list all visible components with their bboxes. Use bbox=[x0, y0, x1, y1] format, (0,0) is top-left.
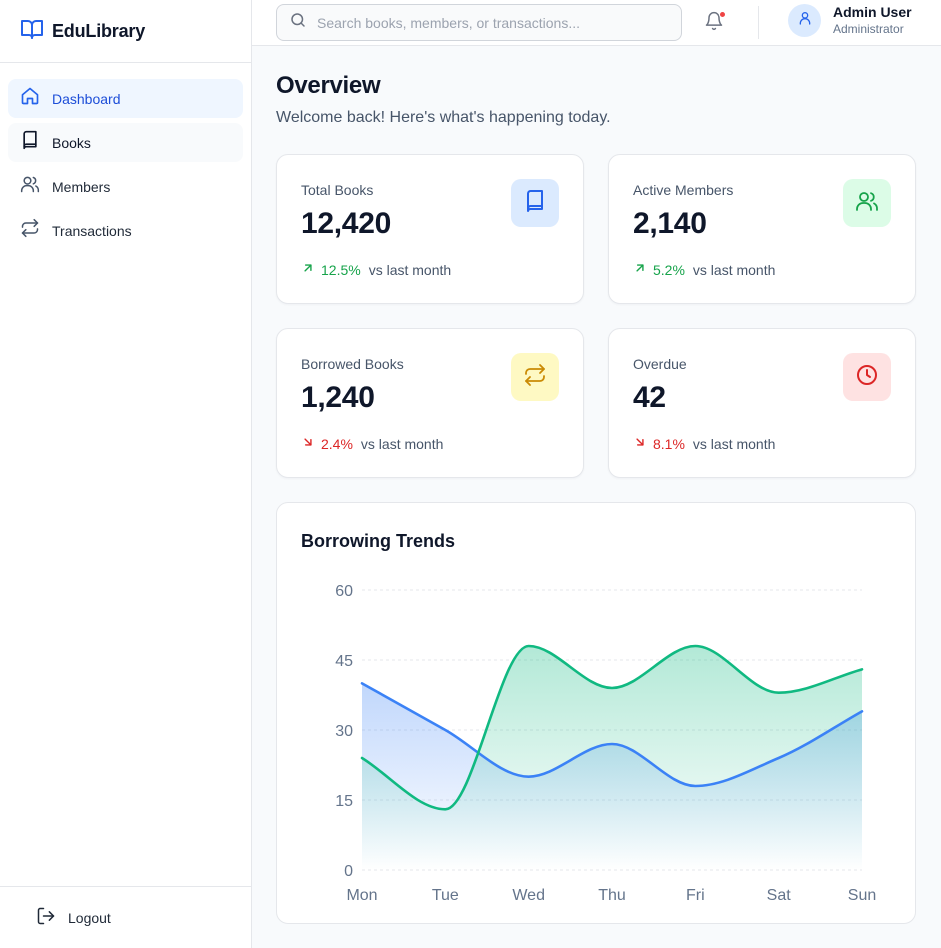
y-tick-label: 45 bbox=[335, 653, 353, 670]
logout-label: Logout bbox=[68, 909, 111, 926]
trend-comparison: vs last month bbox=[368, 261, 452, 278]
page-title: Overview bbox=[276, 72, 381, 99]
arrow-up-right-icon bbox=[633, 261, 653, 278]
sidebar-item-members[interactable]: Members bbox=[8, 167, 243, 206]
clock-icon bbox=[855, 363, 879, 392]
arrow-down-right-icon bbox=[301, 435, 321, 452]
notifications-button[interactable] bbox=[704, 11, 728, 35]
borrowing-trends-card: Borrowing Trends 0 15 30 45 60 Mon Tue Wed Thu Fr… bbox=[276, 502, 916, 924]
trend-comparison: vs last month bbox=[360, 435, 444, 452]
user-icon bbox=[797, 10, 813, 31]
trend-value: 2.4% bbox=[321, 435, 353, 452]
stat-icon-box bbox=[511, 353, 559, 401]
stat-trend: 12.5% vs last month bbox=[301, 261, 451, 278]
series-area-1 bbox=[362, 646, 862, 870]
sidebar-item-label: Transactions bbox=[52, 222, 132, 239]
stat-icon-box bbox=[511, 179, 559, 227]
brand-name: EduLibrary bbox=[52, 20, 146, 41]
stat-value: 2,140 bbox=[633, 207, 707, 240]
stat-label: Active Members bbox=[633, 182, 734, 198]
sidebar-item-label: Members bbox=[52, 178, 111, 195]
search-box[interactable] bbox=[276, 4, 682, 41]
stat-value: 42 bbox=[633, 381, 666, 414]
x-tick-label: Wed bbox=[512, 887, 545, 904]
stat-trend: 2.4% vs last month bbox=[301, 435, 443, 452]
user-role: Administrator bbox=[833, 22, 904, 36]
users-icon bbox=[855, 189, 879, 218]
series-line-1[interactable] bbox=[360, 644, 864, 811]
stat-card-overdue: Overdue 42 8.1% vs last month bbox=[608, 328, 916, 478]
trend-value: 12.5% bbox=[321, 261, 361, 278]
sidebar-item-label: Dashboard bbox=[52, 90, 121, 107]
series-line-0[interactable] bbox=[360, 682, 864, 788]
transactions-icon bbox=[523, 363, 547, 392]
stat-label: Overdue bbox=[633, 356, 687, 372]
book-icon bbox=[20, 130, 40, 155]
logout-icon bbox=[36, 906, 56, 929]
page-subtitle: Welcome back! Here's what's happening to… bbox=[276, 109, 611, 126]
search-input[interactable] bbox=[317, 14, 667, 31]
x-tick-label: Thu bbox=[598, 887, 626, 904]
sidebar-item-dashboard[interactable]: Dashboard bbox=[8, 79, 243, 118]
stat-icon-box bbox=[843, 353, 891, 401]
sidebar-footer: Logout bbox=[0, 886, 251, 948]
top-header: Admin User Administrator bbox=[252, 0, 941, 46]
sidebar-item-books[interactable]: Books bbox=[8, 123, 243, 162]
sidebar-nav: Dashboard Books Members bbox=[0, 63, 251, 271]
stat-icon-box bbox=[843, 179, 891, 227]
sidebar-item-transactions[interactable]: Transactions bbox=[8, 211, 243, 250]
stat-label: Borrowed Books bbox=[301, 356, 404, 372]
stat-trend: 8.1% vs last month bbox=[633, 435, 775, 452]
stat-trend: 5.2% vs last month bbox=[633, 261, 775, 278]
home-icon bbox=[20, 86, 40, 111]
x-tick-label: Sat bbox=[767, 887, 792, 904]
user-menu[interactable]: Admin User Administrator bbox=[788, 3, 912, 38]
y-tick-label: 15 bbox=[335, 793, 353, 810]
stat-card-borrowed-books: Borrowed Books 1,240 2.4% vs last month bbox=[276, 328, 584, 478]
y-tick-label: 0 bbox=[344, 863, 353, 880]
y-tick-label: 30 bbox=[335, 723, 353, 740]
book-icon bbox=[523, 189, 547, 218]
bell-icon bbox=[704, 11, 724, 35]
chart-title: Borrowing Trends bbox=[301, 531, 456, 551]
avatar bbox=[788, 4, 821, 37]
users-icon bbox=[20, 174, 40, 199]
logout-button[interactable]: Logout bbox=[24, 906, 111, 929]
trend-value: 5.2% bbox=[653, 261, 685, 278]
header-divider bbox=[758, 6, 759, 39]
y-tick-label: 60 bbox=[335, 583, 353, 600]
transactions-icon bbox=[20, 218, 40, 243]
x-tick-label: Fri bbox=[686, 887, 705, 904]
arrow-up-right-icon bbox=[301, 261, 321, 278]
stat-value: 1,240 bbox=[301, 381, 375, 414]
stat-value: 12,420 bbox=[301, 207, 391, 240]
stat-card-total-books: Total Books 12,420 12.5% vs last month bbox=[276, 154, 584, 304]
x-tick-label: Mon bbox=[346, 887, 377, 904]
brand[interactable]: EduLibrary bbox=[0, 0, 251, 63]
user-name: Admin User bbox=[833, 4, 912, 20]
sidebar: EduLibrary Dashboard Books bbox=[0, 0, 252, 948]
borrowing-trends-chart: 0 15 30 45 60 Mon Tue Wed Thu Fri Sat Sun bbox=[335, 583, 876, 904]
stat-label: Total Books bbox=[301, 182, 374, 198]
notification-dot bbox=[719, 11, 726, 18]
sidebar-item-label: Books bbox=[52, 134, 91, 151]
x-tick-label: Tue bbox=[432, 887, 459, 904]
arrow-down-right-icon bbox=[633, 435, 653, 452]
stat-card-active-members: Active Members 2,140 5.2% vs last month bbox=[608, 154, 916, 304]
trend-comparison: vs last month bbox=[692, 435, 776, 452]
trend-comparison: vs last month bbox=[692, 261, 776, 278]
search-icon bbox=[289, 11, 307, 34]
trend-value: 8.1% bbox=[653, 435, 685, 452]
open-book-icon bbox=[20, 17, 44, 46]
x-tick-label: Sun bbox=[848, 887, 876, 904]
